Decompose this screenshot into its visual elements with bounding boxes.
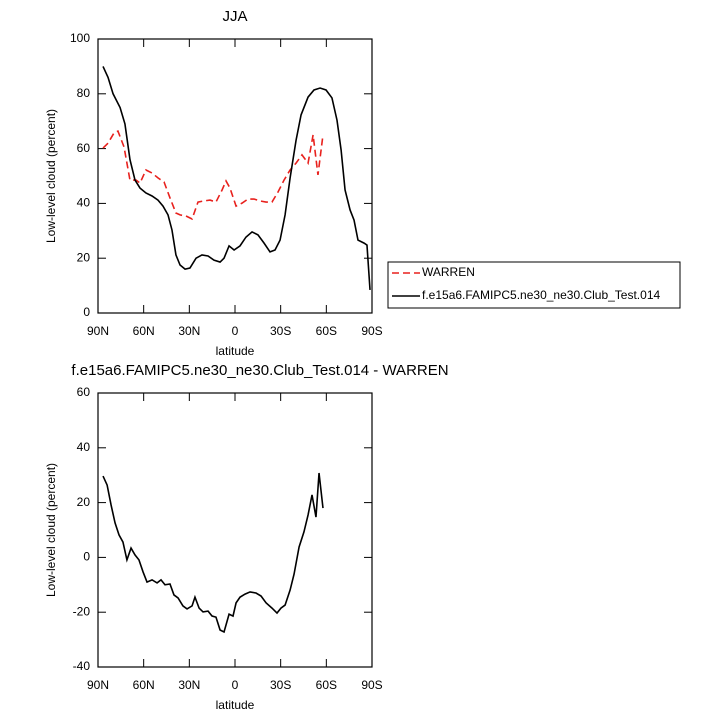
x-tick-label: 60S — [316, 324, 337, 338]
chart-title: f.e15a6.FAMIPC5.ne30_ne30.Club_Test.014 … — [71, 362, 448, 379]
y-tick-label: 60 — [77, 385, 91, 399]
x-tick-label: 30N — [178, 324, 200, 338]
y-tick-label: 100 — [70, 31, 90, 45]
legend-label: f.e15a6.FAMIPC5.ne30_ne30.Club_Test.014 — [422, 288, 660, 302]
y-tick-label: 0 — [83, 550, 90, 564]
x-tick-label: 60S — [316, 678, 337, 692]
x-axis-label: latitude — [216, 344, 255, 358]
x-axis-label: latitude — [216, 698, 255, 712]
x-tick-label: 90N — [87, 324, 109, 338]
y-tick-label: 80 — [77, 86, 91, 100]
legend-label: WARREN — [422, 265, 475, 279]
y-tick-label: 40 — [77, 196, 91, 210]
y-axis-label: Low-level cloud (percent) — [44, 109, 58, 243]
y-axis-label: Low-level cloud (percent) — [44, 463, 58, 597]
x-tick-label: 0 — [232, 324, 239, 338]
y-tick-label: -20 — [73, 604, 91, 618]
chart-title: JJA — [222, 8, 247, 25]
x-tick-label: 30S — [270, 324, 291, 338]
data-line — [102, 129, 324, 221]
y-tick-label: 20 — [77, 250, 91, 264]
data-line — [102, 66, 371, 291]
y-tick-label: 0 — [83, 305, 90, 319]
y-tick-label: -40 — [73, 659, 91, 673]
x-tick-label: 90S — [361, 678, 382, 692]
plot-frame — [97, 392, 373, 668]
y-tick-label: 40 — [77, 440, 91, 454]
x-tick-label: 30S — [270, 678, 291, 692]
y-tick-label: 60 — [77, 141, 91, 155]
plot-frame — [97, 38, 373, 314]
x-tick-label: 60N — [133, 678, 155, 692]
x-tick-label: 0 — [232, 678, 239, 692]
x-tick-label: 30N — [178, 678, 200, 692]
x-tick-label: 60N — [133, 324, 155, 338]
data-line — [102, 472, 324, 634]
x-tick-label: 90S — [361, 324, 382, 338]
legend-box — [387, 261, 681, 309]
x-tick-label: 90N — [87, 678, 109, 692]
y-tick-label: 20 — [77, 495, 91, 509]
